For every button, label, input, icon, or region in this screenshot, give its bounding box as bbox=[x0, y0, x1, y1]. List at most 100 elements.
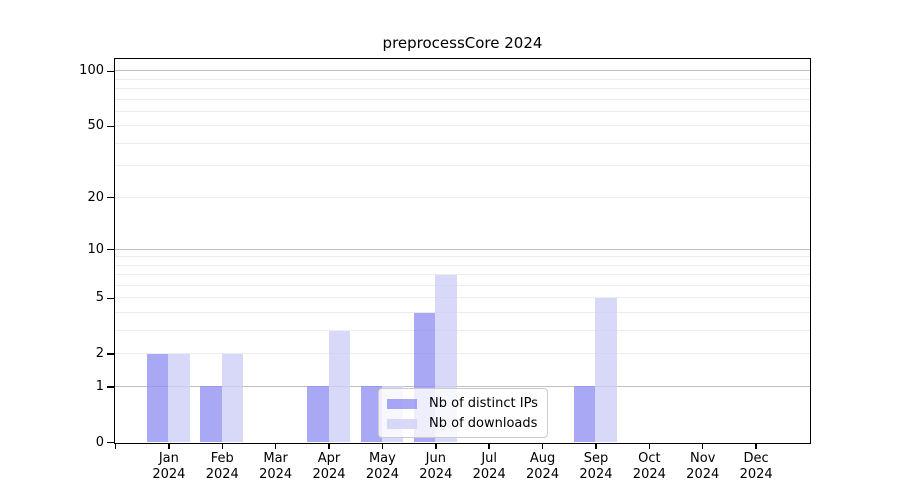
legend-label-downloads: Nb of downloads bbox=[429, 416, 538, 431]
y-tick-label-0: 0 bbox=[95, 434, 104, 450]
bar-downloads-apr bbox=[328, 330, 350, 442]
x-tick-0 bbox=[114, 444, 117, 449]
gridline-minor-5 bbox=[115, 297, 810, 299]
chart-title: preprocessCore 2024 bbox=[382, 34, 543, 52]
x-tick-label-year: 2024 bbox=[205, 467, 239, 482]
y-tick-label-100: 100 bbox=[79, 63, 104, 79]
x-tick-label-month: Mar bbox=[263, 451, 288, 466]
gridline-minor-8 bbox=[115, 264, 810, 266]
x-tick-9 bbox=[595, 444, 597, 449]
legend-item-downloads: Nb of downloads bbox=[387, 415, 539, 432]
bar-downloads-sep bbox=[595, 297, 617, 442]
y-tick-label-2: 2 bbox=[95, 346, 104, 362]
gridline-minor-80 bbox=[115, 88, 810, 90]
x-tick-label-month: Apr bbox=[317, 451, 341, 466]
x-tick-label-year: 2024 bbox=[472, 467, 506, 482]
x-tick-label-feb: Feb 2024 bbox=[190, 451, 254, 483]
y-tick-100 bbox=[107, 70, 114, 73]
x-tick-label-month: Nov bbox=[690, 451, 716, 466]
gridline-minor-50 bbox=[115, 125, 810, 127]
x-tick-label-month: Aug bbox=[529, 451, 556, 466]
legend-item-distinct-ips: Nb of distinct IPs bbox=[387, 395, 539, 412]
legend: Nb of distinct IPs Nb of downloads bbox=[378, 388, 548, 438]
y-tick-label-5: 5 bbox=[95, 290, 104, 306]
x-tick-label-month: Oct bbox=[638, 451, 661, 466]
y-tick-2 bbox=[107, 353, 114, 355]
x-tick-label-nov: Nov 2024 bbox=[671, 451, 735, 483]
x-tick-label-year: 2024 bbox=[365, 467, 399, 482]
x-tick-label-jul: Jul 2024 bbox=[457, 451, 521, 483]
y-tick-50 bbox=[107, 125, 114, 128]
x-tick-label-year: 2024 bbox=[632, 467, 666, 482]
x-tick-label-aug: Aug 2024 bbox=[511, 451, 575, 483]
gridline-minor-2 bbox=[115, 353, 810, 355]
x-tick-label-month: Dec bbox=[743, 451, 769, 466]
gridline-major-1 bbox=[115, 385, 810, 387]
bar-ips-feb bbox=[200, 386, 222, 442]
bar-downloads-feb bbox=[221, 353, 244, 442]
x-tick-label-year: 2024 bbox=[152, 467, 186, 482]
x-tick-label-year: 2024 bbox=[739, 467, 773, 482]
x-tick-label-year: 2024 bbox=[419, 467, 453, 482]
bar-ips-jan bbox=[147, 353, 169, 442]
legend-swatch-distinct-ips bbox=[387, 398, 417, 409]
x-tick-1 bbox=[168, 444, 170, 449]
x-tick-4 bbox=[328, 444, 330, 449]
gridline-major-10 bbox=[115, 248, 810, 250]
gridline-minor-70 bbox=[115, 98, 810, 100]
x-tick-label-dec: Dec 2024 bbox=[724, 451, 788, 483]
x-tick-label-year: 2024 bbox=[526, 467, 560, 482]
gridline-minor-7 bbox=[115, 274, 810, 276]
gridline-minor-9 bbox=[115, 256, 810, 258]
gridline-minor-30 bbox=[115, 165, 810, 167]
bar-ips-may bbox=[360, 386, 382, 442]
x-tick-label-month: Jul bbox=[481, 451, 498, 466]
x-tick-label-sep: Sep 2024 bbox=[564, 451, 628, 483]
gridline-minor-40 bbox=[115, 142, 810, 144]
gridline-major-100 bbox=[115, 70, 810, 72]
x-tick-label-month: Jan bbox=[158, 451, 179, 466]
y-tick-10 bbox=[107, 248, 114, 251]
x-tick-label-may: May 2024 bbox=[350, 451, 414, 483]
x-tick-12 bbox=[755, 444, 757, 449]
x-tick-label-year: 2024 bbox=[312, 467, 346, 482]
x-tick-label-mar: Mar 2024 bbox=[244, 451, 308, 483]
y-tick-20 bbox=[107, 196, 114, 199]
gridline-minor-20 bbox=[115, 196, 810, 198]
x-tick-label-apr: Apr 2024 bbox=[297, 451, 361, 483]
y-tick-5 bbox=[107, 297, 114, 300]
legend-label-distinct-ips: Nb of distinct IPs bbox=[429, 396, 538, 411]
x-tick-label-oct: Oct 2024 bbox=[617, 451, 681, 483]
plot-area bbox=[114, 58, 811, 444]
x-tick-label-jun: Jun 2024 bbox=[404, 451, 468, 483]
gridline-minor-4 bbox=[115, 312, 810, 314]
x-tick-3 bbox=[274, 444, 277, 449]
x-tick-label-year: 2024 bbox=[686, 467, 720, 482]
x-tick-label-month: Sep bbox=[583, 451, 609, 466]
gridline-minor-6 bbox=[115, 284, 810, 286]
x-tick-6 bbox=[435, 444, 437, 449]
x-tick-11 bbox=[701, 444, 704, 449]
y-tick-1 bbox=[107, 386, 114, 388]
bar-ips-sep bbox=[574, 386, 596, 442]
gridline-minor-90 bbox=[115, 78, 810, 80]
x-tick-7 bbox=[488, 444, 490, 449]
bar-downloads-jan bbox=[168, 353, 190, 442]
bar-ips-apr bbox=[307, 386, 329, 442]
y-tick-label-20: 20 bbox=[87, 189, 104, 205]
y-tick-0 bbox=[107, 441, 114, 444]
x-tick-label-month: Feb bbox=[210, 451, 234, 466]
y-tick-label-50: 50 bbox=[87, 118, 104, 134]
legend-swatch-downloads bbox=[387, 418, 417, 429]
gridline-minor-3 bbox=[115, 330, 810, 331]
x-tick-label-year: 2024 bbox=[579, 467, 613, 482]
x-tick-5 bbox=[381, 444, 384, 449]
x-tick-label-jan: Jan 2024 bbox=[137, 451, 201, 483]
x-tick-2 bbox=[221, 444, 224, 449]
y-tick-label-1: 1 bbox=[95, 378, 104, 394]
x-tick-label-year: 2024 bbox=[259, 467, 293, 482]
x-tick-10 bbox=[648, 444, 651, 449]
x-tick-label-month: May bbox=[368, 451, 396, 466]
gridline-minor-60 bbox=[115, 110, 810, 112]
